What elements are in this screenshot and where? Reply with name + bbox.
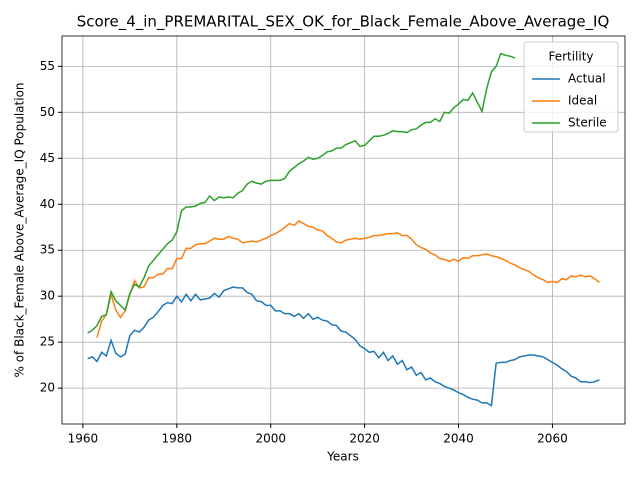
legend-label: Ideal — [568, 94, 597, 108]
x-axis-label: Years — [326, 450, 359, 464]
plot-frame — [61, 35, 626, 425]
legend-title: Fertility — [548, 50, 593, 64]
y-axis-label: % of Black_Female Above_Average_IQ Popul… — [13, 82, 27, 377]
x-tick-label: 1980 — [162, 432, 193, 446]
y-tick-label: 40 — [40, 197, 55, 211]
x-tick-label: 2020 — [349, 432, 380, 446]
y-tick-label: 20 — [40, 381, 55, 395]
chart-title: Score_4_in_PREMARITAL_SEX_OK_for_Black_F… — [77, 13, 610, 32]
y-tick-label: 30 — [40, 289, 55, 303]
data-line — [96, 219, 600, 338]
x-tick-label: 2000 — [255, 432, 286, 446]
data-line — [87, 52, 516, 334]
x-tick-label: 1960 — [68, 432, 99, 446]
x-tick-label: 2040 — [443, 432, 474, 446]
legend: Fertility Actual Ideal Sterile — [523, 41, 619, 133]
legend-box — [523, 41, 619, 133]
x-tick-label: 2060 — [537, 432, 568, 446]
legend-label: Actual — [568, 72, 606, 86]
y-tick-label: 25 — [40, 335, 55, 349]
y-tick-label: 35 — [40, 243, 55, 257]
data-line — [87, 286, 600, 407]
y-tick-label: 45 — [40, 151, 55, 165]
y-tick-label: 55 — [40, 59, 55, 73]
legend-label: Sterile — [568, 116, 607, 130]
y-tick-label: 50 — [40, 105, 55, 119]
